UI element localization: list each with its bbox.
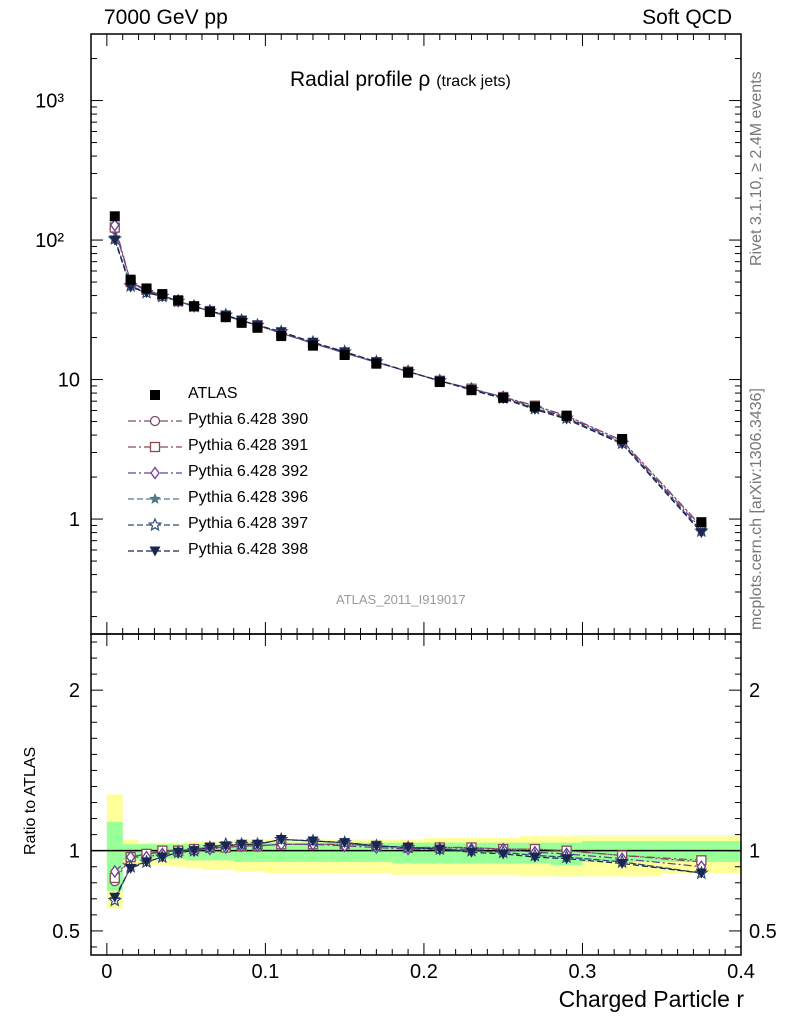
analysis-label: ATLAS_2011_I919017 — [336, 592, 466, 607]
ratio-point — [140, 857, 152, 868]
ratio-point — [434, 844, 446, 855]
ratio-band-inner — [661, 841, 741, 862]
y-tick-label: 1 — [69, 509, 80, 531]
ratio-point — [204, 842, 216, 853]
main-point — [109, 235, 121, 246]
ratio-point — [156, 852, 168, 863]
data-point-atlas — [307, 340, 318, 351]
x-tick-label: 0.3 — [569, 961, 597, 983]
legend-label: Pythia 6.428 392 — [188, 463, 309, 480]
data-point-atlas — [561, 410, 572, 421]
ratio-point — [370, 841, 382, 852]
ratio-band-inner — [297, 842, 329, 862]
data-point-atlas — [204, 307, 215, 318]
legend-marker — [147, 517, 163, 532]
data-point-atlas — [403, 367, 414, 378]
ratio-series-line-6 — [114, 838, 702, 898]
ratio-y-tick-label-right: 1 — [749, 841, 760, 863]
ratio-y-axis-label: Ratio to ATLAS — [22, 746, 39, 855]
legend-label: Pythia 6.428 398 — [188, 541, 309, 558]
ratio-point — [220, 841, 232, 852]
legend-label: Pythia 6.428 396 — [188, 489, 309, 506]
x-tick-label: 0.4 — [727, 961, 755, 983]
legend-marker — [149, 415, 161, 427]
ratio-y-tick-label-right: 0.5 — [749, 921, 777, 943]
ratio-point — [497, 849, 509, 860]
x-tick-label: 0.1 — [251, 961, 279, 983]
ratio-band-inner — [265, 842, 298, 862]
header-left: 7000 GeV pp — [104, 6, 228, 29]
ratio-series-line-3 — [114, 843, 702, 872]
ratio-point — [125, 863, 137, 874]
ratio-point — [251, 839, 263, 850]
legend-marker — [150, 390, 160, 400]
main-point — [125, 282, 137, 293]
y-tick-label: 10³ — [35, 91, 64, 113]
chart-title: Radial profile ρ (track jets) — [290, 68, 511, 92]
data-point-atlas — [220, 312, 231, 323]
data-point-atlas — [252, 322, 263, 333]
chart-title-main: Radial profile ρ — [290, 68, 431, 91]
ratio-point — [275, 834, 287, 845]
legend-label: ATLAS — [188, 385, 238, 402]
main-point — [109, 218, 120, 232]
legend-marker — [150, 466, 160, 480]
ratio-point — [616, 859, 628, 870]
ratio-frame — [90, 633, 742, 956]
ratio-y-tick-label: 0.5 — [52, 921, 80, 943]
legend-marker — [149, 546, 161, 557]
data-point-atlas — [236, 317, 247, 328]
data-point-atlas — [617, 433, 628, 444]
ratio-point — [188, 846, 200, 857]
ratio-point — [307, 836, 319, 847]
header-right: Soft QCD — [642, 6, 732, 29]
legend-label: Pythia 6.428 397 — [188, 515, 309, 532]
ratio-point — [109, 864, 120, 879]
data-point-atlas — [125, 274, 136, 285]
y-tick-label: 10² — [35, 230, 64, 252]
data-point-atlas — [339, 349, 350, 360]
rivet-label: Rivet 3.1.10, ≥ 2.4M events — [748, 71, 765, 266]
x-tick-label: 0 — [101, 961, 112, 983]
ratio-point — [339, 838, 351, 849]
ratio-point — [236, 839, 248, 850]
data-point-atlas — [109, 211, 120, 222]
data-point-atlas — [371, 358, 382, 369]
data-point-atlas — [173, 295, 184, 306]
ratio-y-tick-label: 2 — [69, 680, 80, 702]
ratio-y-tick-label-right: 2 — [749, 680, 760, 702]
legend-marker — [149, 493, 161, 504]
legend-label: Pythia 6.428 391 — [188, 437, 309, 454]
chart-title-suffix: (track jets) — [436, 73, 511, 90]
main-point — [695, 528, 707, 539]
data-point-atlas — [434, 377, 445, 388]
y-tick-label: 10 — [58, 370, 80, 392]
data-point-atlas — [141, 283, 152, 294]
data-point-atlas — [276, 331, 287, 342]
data-point-atlas — [529, 401, 540, 412]
data-point-atlas — [696, 517, 707, 528]
data-point-atlas — [498, 392, 509, 403]
legend-label: Pythia 6.428 390 — [188, 411, 309, 428]
data-point-atlas — [189, 301, 200, 312]
ratio-point — [529, 852, 541, 863]
data-point-atlas — [157, 289, 168, 300]
mcplots-label: mcplots.cern.ch [arXiv:1306.3436] — [748, 388, 765, 630]
data-point-atlas — [466, 385, 477, 396]
ratio-point — [561, 854, 573, 865]
x-tick-label: 0.2 — [410, 961, 438, 983]
ratio-point — [109, 892, 121, 903]
ratio-point — [172, 847, 184, 858]
x-axis-label: Charged Particle r — [558, 986, 744, 1012]
legend-marker — [149, 441, 161, 453]
main-series-line-6 — [114, 239, 702, 534]
ratio-point — [465, 847, 477, 858]
ratio-y-tick-label: 1 — [69, 841, 80, 863]
ratio-point — [402, 842, 414, 853]
ratio-point — [695, 868, 707, 879]
